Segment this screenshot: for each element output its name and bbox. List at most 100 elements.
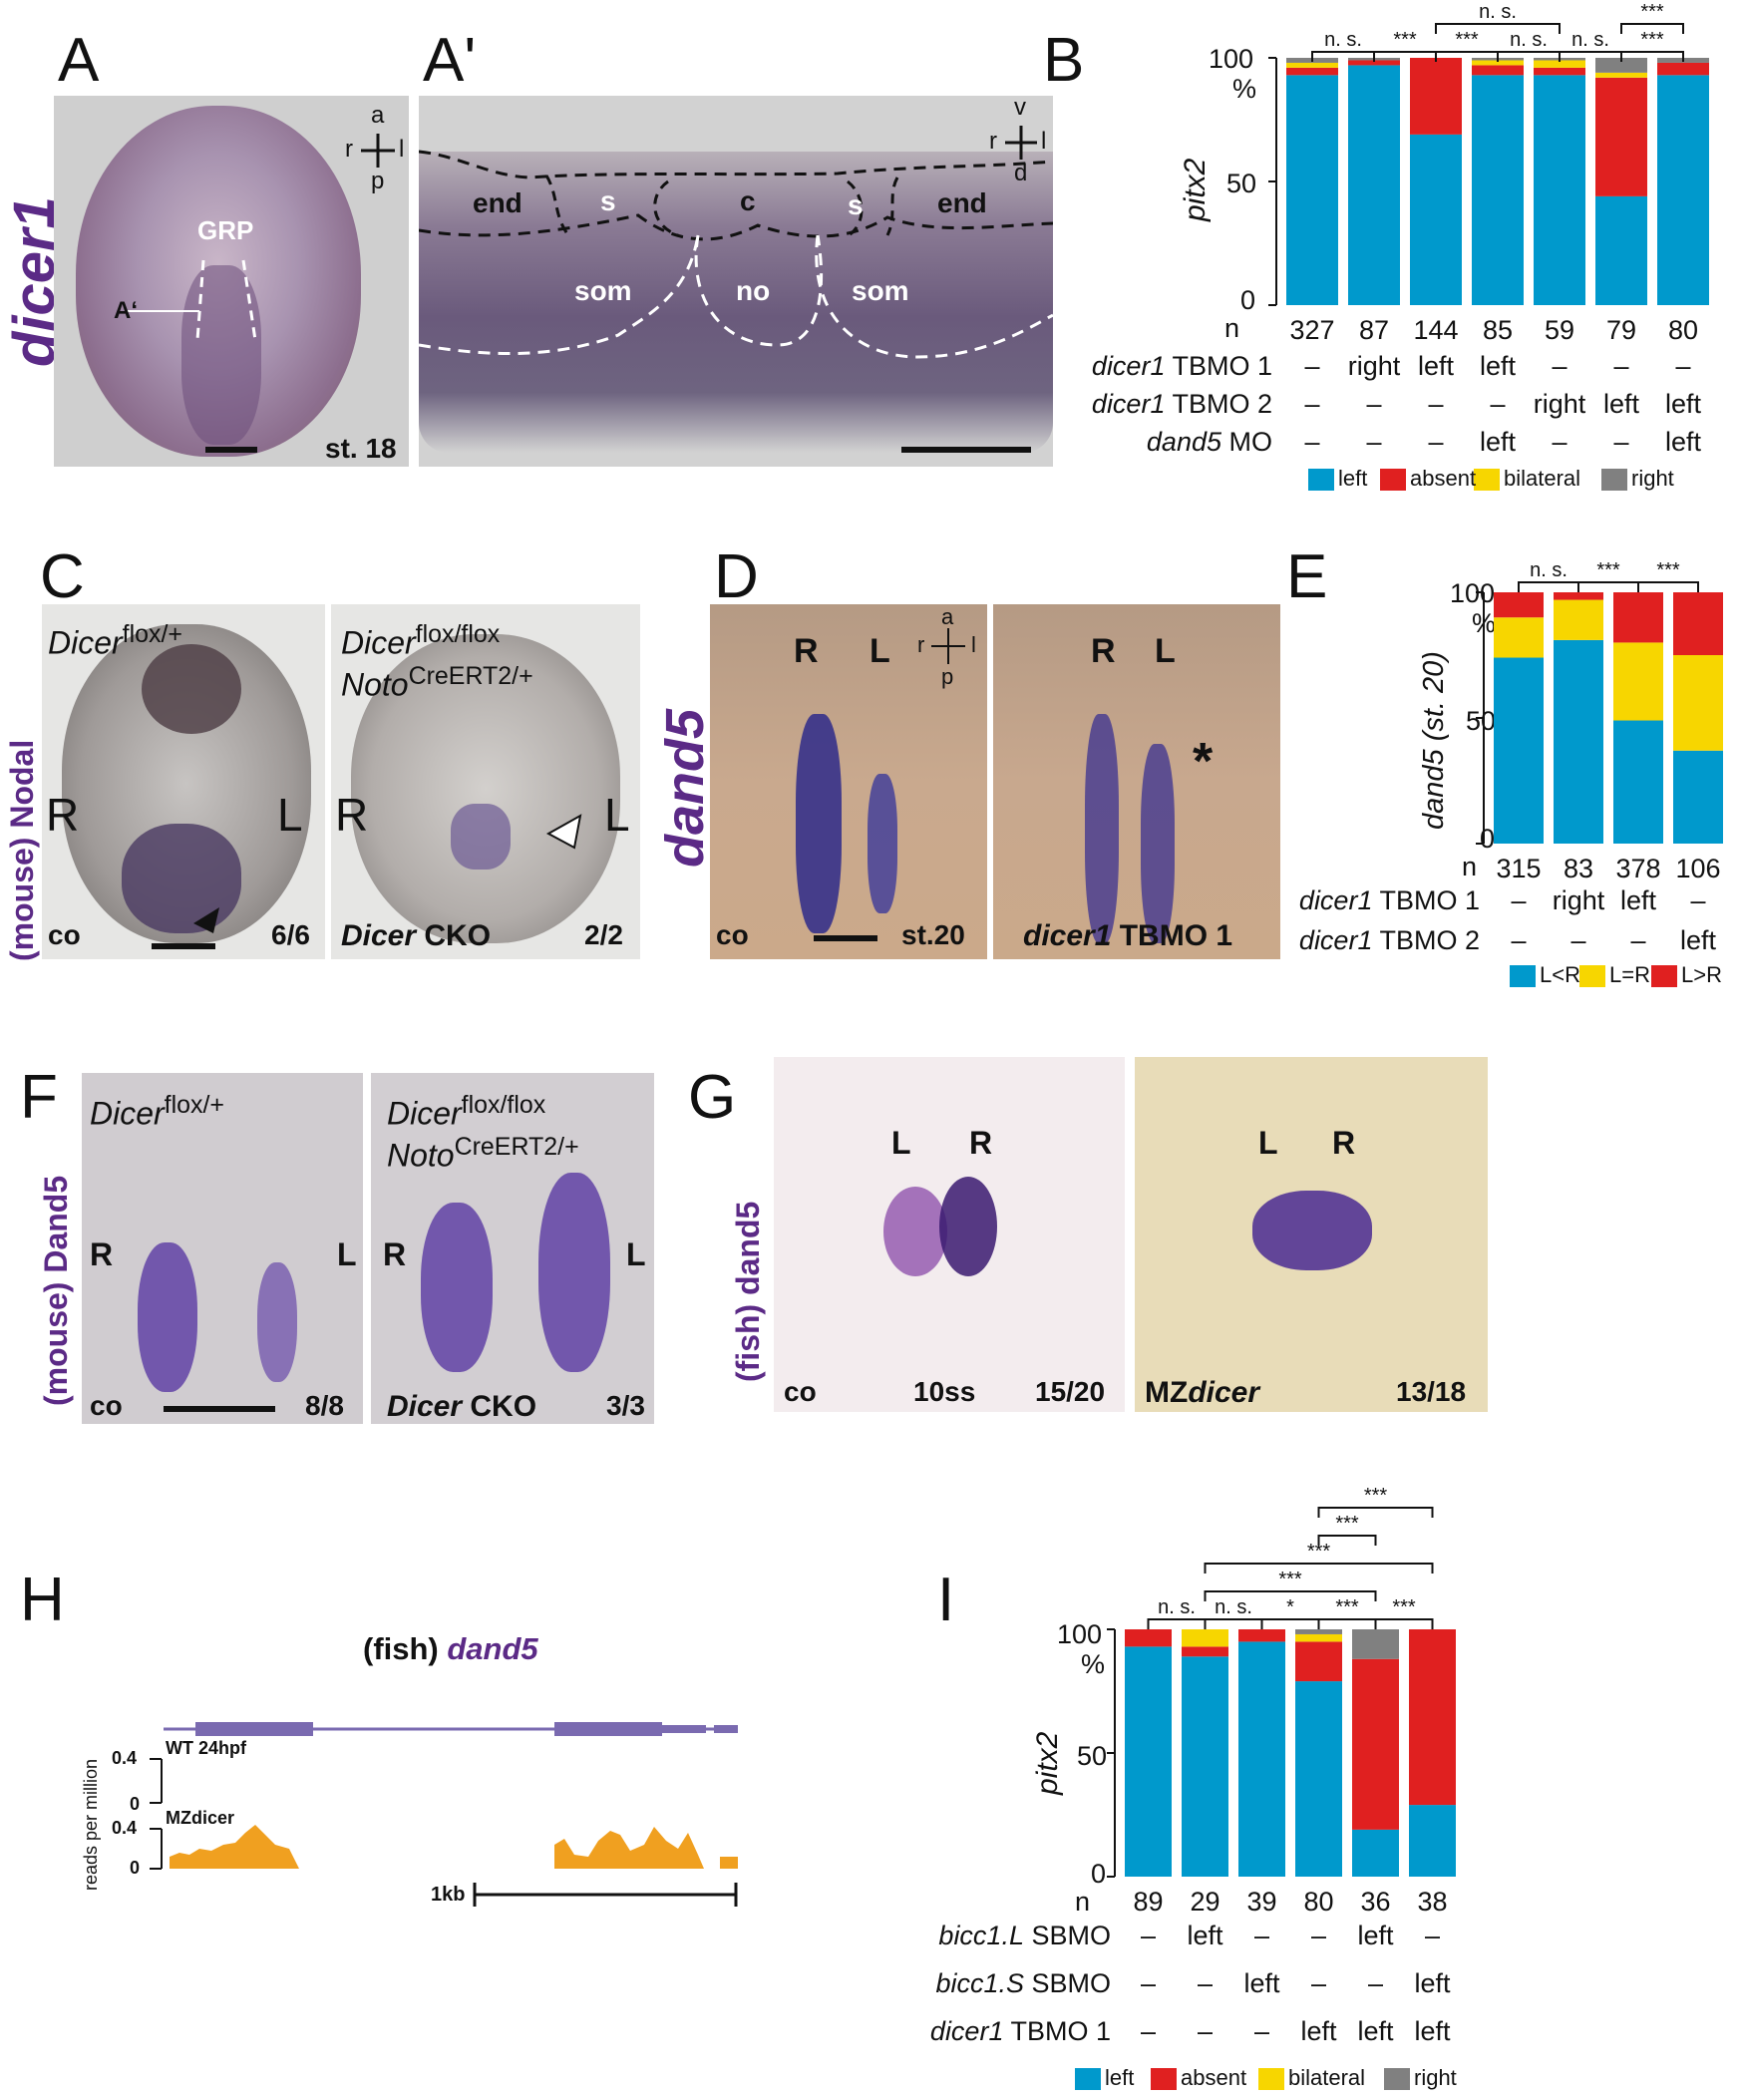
node-dark-left [142, 644, 241, 734]
n-value: 89 [1133, 1887, 1164, 1917]
panel-f-right-R: R [383, 1236, 407, 1272]
mz-gene: dicer [1188, 1376, 1260, 1409]
panel-f-letter: F [20, 1063, 58, 1132]
bar-left-3 [1472, 75, 1524, 305]
panel-c-left-co: co [48, 919, 81, 950]
panel-a-scalebar [205, 447, 257, 453]
dand5-mouse-R [138, 1242, 197, 1392]
condition-value: left [1243, 1968, 1280, 1998]
panel-f-right-count: 3/3 [606, 1390, 645, 1421]
panel-d-axis-l: l [971, 632, 976, 657]
panel-g-left-L: L [891, 1125, 911, 1161]
region-end-left: end [473, 187, 522, 218]
n-value: 59 [1544, 315, 1575, 345]
legend-swatch [1258, 2068, 1284, 2090]
panel-g-left-R: R [969, 1125, 993, 1161]
panel-b-y0: 0 [1240, 285, 1256, 315]
bar-LR-1 [1554, 639, 1603, 844]
condition-value: – [1140, 2016, 1157, 2046]
panel-f-left-L: L [337, 1236, 357, 1272]
panel-d-left-L: L [870, 632, 890, 670]
row-gene: bicc1.L [938, 1921, 1024, 1950]
row-reagent: SBMO [1023, 1968, 1111, 1998]
panel-c-open-arrow [545, 814, 582, 850]
panel-a-letter: A [58, 26, 100, 95]
significance-label: *** [1335, 1513, 1359, 1535]
condition-value: – [1304, 389, 1320, 419]
condition-value: left [1414, 1968, 1451, 1998]
panel-d-right-L: L [1155, 632, 1176, 670]
panel-b-letter: B [1043, 26, 1085, 95]
panel-g-right-image: L R MZdicer 13/18 [1135, 1057, 1488, 1412]
panel-d-tbmo: dicer1 TBMO 1 [1023, 921, 1232, 951]
panel-f-right-gen1: Dicerflox/flox [387, 1093, 545, 1130]
cko-gene: Dicer [341, 919, 417, 952]
condition-value: – [1140, 1968, 1157, 1998]
panel-a2-micrograph: end s c s end som no som v d r l [419, 96, 1053, 467]
legend-label: absent [1181, 2065, 1247, 2090]
condition-value: – [1424, 1921, 1441, 1950]
panel-h-track2: MZdicer [166, 1808, 235, 1828]
bar-absent-1 [1348, 60, 1400, 66]
bar-left-4 [1534, 75, 1585, 305]
panel-h-title-gene: dand5 [447, 1631, 538, 1666]
significance-bracket [1620, 23, 1684, 34]
bar-right-4 [1352, 1629, 1399, 1659]
bar-LR-3 [1673, 750, 1723, 844]
bar-bilateral-3 [1295, 1633, 1342, 1642]
bar-LR-2 [1613, 720, 1663, 844]
panel-g-right-count: 13/18 [1396, 1376, 1467, 1407]
n-value: 80 [1303, 1887, 1334, 1917]
gen-sup: flox/+ [122, 620, 183, 648]
region-som-left: som [574, 275, 632, 306]
bar-absent-3 [1472, 65, 1524, 76]
dand5-mouse-R-cko [421, 1203, 493, 1372]
condition-value: – [1613, 351, 1629, 381]
significance-bracket [1260, 1618, 1320, 1629]
region-s-right: s [848, 189, 864, 220]
bar-absent-4 [1534, 67, 1585, 76]
panel-f-left-gen: Dicerflox/+ [90, 1093, 224, 1130]
panel-c-left-count: 6/6 [271, 919, 310, 950]
bar-LR-1 [1554, 592, 1603, 600]
gen2-sup: CreERT2/+ [454, 1133, 579, 1161]
panel-a2-axis-d: d [1014, 160, 1028, 186]
significance-label: *** [1596, 559, 1620, 581]
condition-value: left [1664, 389, 1702, 419]
panel-b-y50: 50 [1226, 169, 1257, 198]
condition-row-label: dicer1 TBMO 1 [930, 2018, 1111, 2045]
panel-e-y100: 100 [1450, 578, 1496, 608]
bar-LR-3 [1673, 592, 1723, 655]
legend-label: L<R [1540, 962, 1580, 987]
bar-left-5 [1409, 1805, 1456, 1877]
condition-value: – [1428, 427, 1444, 457]
row-gene: dicer1 [929, 2016, 1004, 2046]
condition-row-label: dand5 MO [1147, 429, 1272, 456]
legend-swatch [1474, 469, 1500, 491]
significance-bracket [1317, 1535, 1377, 1546]
bar-left-3 [1295, 1681, 1342, 1877]
panel-e-n-prefix: n [1462, 852, 1478, 881]
panel-g-letter: G [688, 1063, 737, 1132]
gen-base: Dicer [341, 624, 416, 661]
row-reagent: TBMO 1 [1372, 885, 1480, 915]
tbmo-gene: dicer1 [1023, 919, 1112, 952]
panel-h-title: (fish) dand5 [363, 1633, 538, 1664]
n-value: 315 [1496, 854, 1542, 883]
panel-g-left-co: co [784, 1376, 817, 1407]
significance-label: *** [1656, 559, 1680, 581]
bar-left-0 [1286, 75, 1338, 305]
significance-bracket [1147, 1618, 1207, 1629]
panel-a2-axis-v: v [1014, 96, 1026, 121]
bar-absent-1 [1182, 1646, 1228, 1657]
legend-swatch [1579, 965, 1605, 987]
significance-bracket [1317, 1507, 1434, 1518]
bar-LR-2 [1613, 592, 1663, 643]
region-no: no [736, 275, 771, 306]
condition-value: left [1414, 2016, 1451, 2046]
panel-c-left-gen: Dicerflox/+ [48, 622, 182, 659]
condition-row-label: dicer1 TBMO 2 [1092, 391, 1272, 418]
condition-value: – [1552, 351, 1567, 381]
panel-d-axis-a: a [941, 604, 954, 629]
condition-value: right [1552, 885, 1605, 915]
